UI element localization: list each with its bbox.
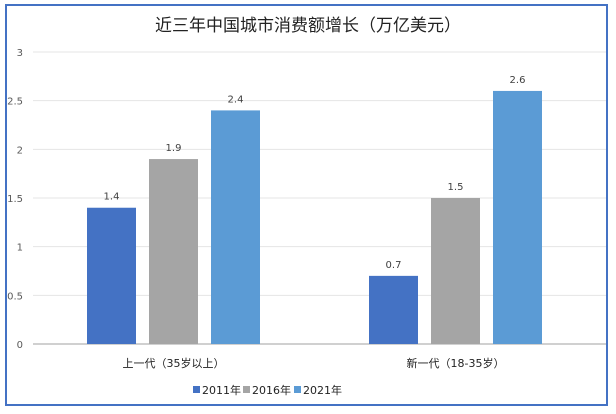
legend-label: 2021年 — [303, 383, 342, 397]
legend-swatch — [294, 386, 301, 393]
y-tick-label: 1 — [17, 243, 23, 254]
legend-label: 2011年 — [202, 383, 241, 397]
legend-label: 2016年 — [252, 383, 291, 397]
data-label: 2.4 — [228, 94, 244, 105]
y-tick-label: 2.5 — [7, 97, 23, 108]
x-tick-label: 新一代（18-35岁） — [407, 356, 505, 370]
chart-border — [5, 4, 608, 406]
y-tick-label: 0 — [17, 340, 23, 351]
bar — [493, 90, 542, 344]
data-label: 1.9 — [166, 143, 182, 154]
bar — [431, 198, 480, 344]
y-tick-label: 2 — [17, 145, 23, 156]
legend-swatch — [243, 386, 250, 393]
y-tick-label: 1.5 — [7, 194, 23, 205]
y-tick-label: 3 — [17, 48, 23, 59]
data-label: 2.6 — [510, 75, 526, 86]
data-label: 0.7 — [386, 260, 402, 271]
bar — [149, 159, 198, 344]
bar — [369, 275, 418, 344]
legend-swatch — [193, 386, 200, 393]
chart-title: 近三年中国城市消费额增长（万亿美元） — [155, 16, 461, 36]
y-tick-label: 0.5 — [7, 291, 23, 302]
data-label: 1.5 — [448, 182, 464, 193]
x-tick-label: 上一代（35岁以上） — [123, 356, 225, 370]
bar — [87, 207, 136, 344]
bar — [211, 110, 260, 345]
data-label: 1.4 — [104, 192, 120, 203]
